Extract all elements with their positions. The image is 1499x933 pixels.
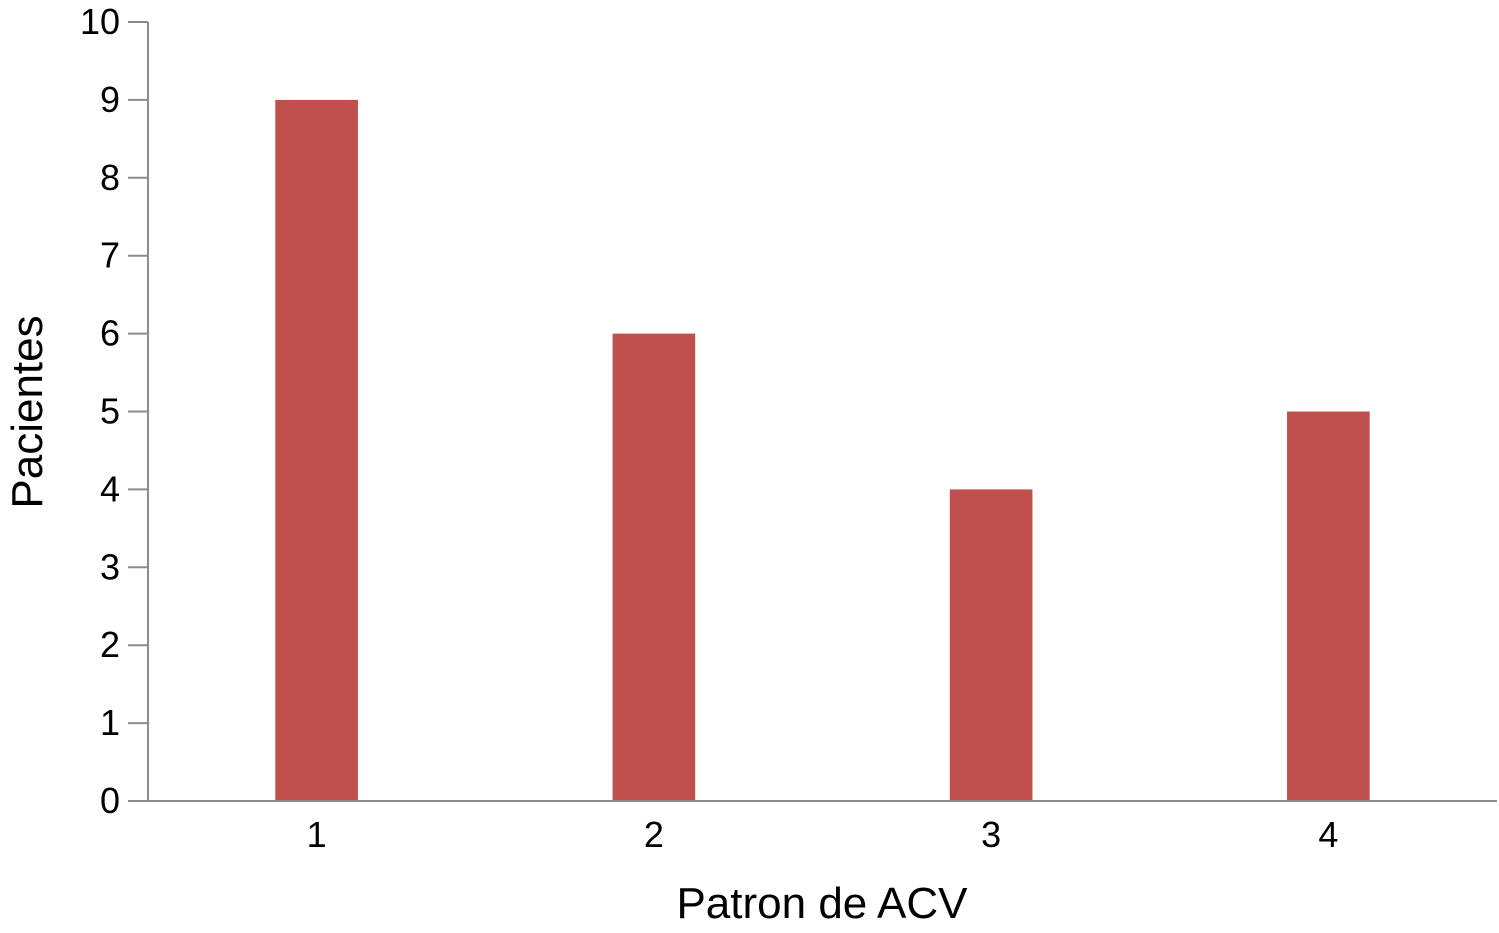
x-tick-label-3: 3 <box>981 814 1001 855</box>
axes-layer <box>128 21 1497 802</box>
bar-1 <box>275 99 358 801</box>
y-tick-label-2: 2 <box>100 624 120 665</box>
bars-layer <box>275 99 1370 801</box>
x-axis-title: Patron de ACV <box>676 879 968 928</box>
y-tick-label-10: 10 <box>80 1 120 42</box>
y-tick-label-3: 3 <box>100 546 120 587</box>
x-tick-label-2: 2 <box>644 814 664 855</box>
x-tick-label-1: 1 <box>307 814 327 855</box>
y-tick-label-0: 0 <box>100 780 120 821</box>
y-axis-title: Pacientes <box>3 315 52 508</box>
y-tick-label-6: 6 <box>100 313 120 354</box>
bar-3 <box>949 489 1033 801</box>
y-tick-label-4: 4 <box>100 468 120 509</box>
y-tick-label-9: 9 <box>100 79 120 120</box>
y-tick-label-5: 5 <box>100 391 120 432</box>
y-tick-label-7: 7 <box>100 235 120 276</box>
y-tick-label-1: 1 <box>100 702 120 743</box>
bar-4 <box>1287 411 1370 801</box>
bar-2 <box>612 333 696 801</box>
x-tick-label-4: 4 <box>1318 814 1338 855</box>
labels-layer: 0 1 2 3 4 5 6 7 8 9 10 1 2 3 4 <box>80 1 1338 855</box>
y-tick-label-8: 8 <box>100 157 120 198</box>
